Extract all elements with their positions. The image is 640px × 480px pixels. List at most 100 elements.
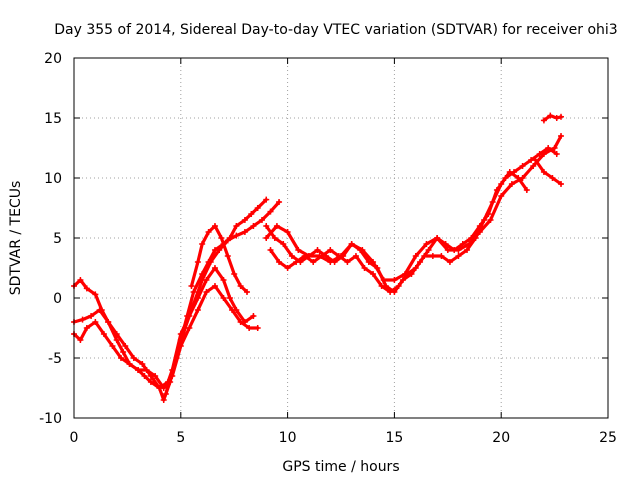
data-point [152,373,159,379]
data-point [551,145,558,151]
data-point [508,181,515,187]
chart-title: Day 355 of 2014, Sidereal Day-to-day VTE… [54,22,617,38]
series-line-track-d [164,266,255,396]
data-point [139,361,146,367]
y-axis-label: SDTVAR / TECUs [8,181,24,296]
data-point [273,223,280,229]
x-tick-label: 25 [599,430,617,446]
data-point [109,343,116,349]
data-point [464,247,471,253]
data-point [558,133,565,139]
data-point [380,277,387,283]
data-point [553,151,560,157]
data-point [92,291,99,298]
data-point [220,277,227,283]
data-point [515,175,522,181]
data-point [130,355,137,361]
data-point [77,337,84,343]
data-point [194,259,201,265]
series-line-track-h [268,170,529,294]
data-point [263,196,270,203]
data-point [126,361,133,367]
y-tick-label: 0 [53,291,62,307]
data-point [211,283,218,289]
data-point [429,253,436,259]
data-point [141,373,148,379]
data-point [540,169,547,175]
data-point [444,247,451,253]
data-point [404,271,411,277]
data-point [487,217,494,223]
data-point [327,247,334,253]
data-point [387,289,394,295]
data-point [498,193,505,199]
data-point [237,283,244,289]
data-point [378,283,385,289]
data-point [207,259,214,265]
data-point [318,253,325,259]
data-point [412,253,419,259]
data-point [395,283,402,289]
data-point [335,253,342,259]
x-axis-label: GPS time / hours [282,459,399,475]
grid-lines [74,58,608,418]
data-point [105,319,112,325]
data-point [288,253,295,259]
data-point [434,235,441,241]
data-point [370,271,377,277]
data-point [120,349,127,355]
data-point [186,325,193,331]
data-point [160,385,167,391]
y-tick-labels: -10 -5 0 5 10 15 20 [39,51,62,427]
x-tick-label: 0 [70,430,79,446]
data-point [327,259,334,265]
data-point [169,367,176,373]
data-point [532,157,539,163]
data-point [199,241,206,247]
data-point [254,325,261,331]
data-point [231,271,238,277]
y-tick-label: 20 [44,51,62,67]
data-point [558,113,565,120]
data-point [233,307,240,313]
data-point [314,247,321,253]
data-point [295,247,302,253]
data-point [506,169,513,175]
data-point [92,319,99,325]
data-point [438,253,445,259]
y-tick-label: 5 [53,231,62,247]
data-point [122,343,129,349]
data-point [113,331,120,337]
data-point [241,217,248,223]
data-point [250,313,257,319]
data-point [177,331,184,337]
data-point [359,247,366,253]
data-point [412,265,419,271]
data-point [530,163,537,169]
data-point [186,313,193,319]
data-point [96,307,103,313]
y-tick-label: 15 [44,111,62,127]
data-point [293,259,300,265]
data-point [147,379,154,385]
data-point [88,313,95,319]
x-tick-label: 5 [176,430,185,446]
data-point [194,307,201,313]
data-point [224,253,231,259]
data-point [348,241,355,247]
data-point [203,277,210,283]
data-point [241,229,248,235]
data-point [203,289,210,295]
data-point [455,253,462,259]
data-point [248,211,255,217]
data-point [100,331,107,337]
axis-ticks [73,57,609,419]
data-point [216,247,223,253]
data-point [194,295,201,301]
y-tick-label: 10 [44,171,62,187]
data-point [188,283,195,289]
data-point [549,175,556,181]
data-point [455,247,462,253]
series-line-track-i [533,158,563,186]
